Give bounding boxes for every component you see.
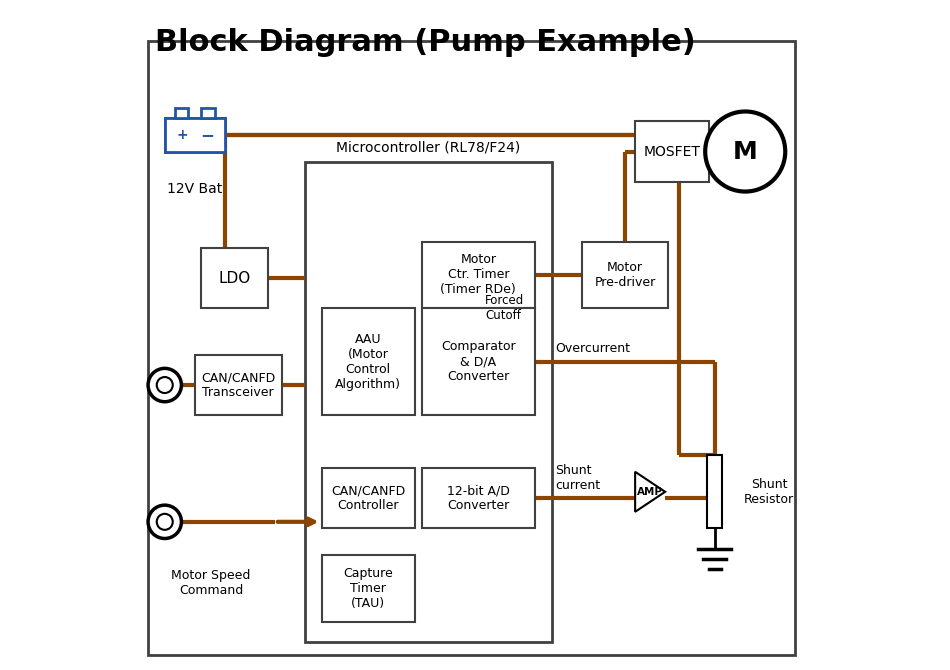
FancyBboxPatch shape [321,308,415,415]
FancyBboxPatch shape [164,118,225,151]
FancyBboxPatch shape [422,242,535,308]
FancyBboxPatch shape [201,108,215,118]
Text: AMP: AMP [636,487,663,496]
FancyBboxPatch shape [321,555,415,622]
Polygon shape [636,472,665,512]
Text: Shunt
current: Shunt current [555,464,600,492]
FancyBboxPatch shape [422,468,535,529]
FancyBboxPatch shape [321,468,415,529]
Text: Comparator
& D/A
Converter: Comparator & D/A Converter [441,340,516,383]
Text: 12-bit A/D
Converter: 12-bit A/D Converter [446,484,510,513]
FancyBboxPatch shape [195,355,281,415]
Text: 12V Bat: 12V Bat [167,182,222,196]
Text: CAN/CANFD
Transceiver: CAN/CANFD Transceiver [201,371,276,399]
FancyBboxPatch shape [422,308,535,415]
FancyBboxPatch shape [201,249,268,308]
FancyBboxPatch shape [164,118,225,151]
Circle shape [157,377,173,393]
FancyBboxPatch shape [175,108,188,118]
Text: Capture
Timer
(TAU): Capture Timer (TAU) [343,567,393,610]
Text: −: − [200,126,214,144]
FancyBboxPatch shape [581,242,669,308]
Circle shape [705,111,786,192]
Text: CAN/CANFD
Controller: CAN/CANFD Controller [332,484,406,513]
Text: Microcontroller (RL78/F24): Microcontroller (RL78/F24) [336,141,521,155]
Circle shape [157,514,173,530]
FancyBboxPatch shape [305,161,552,642]
FancyBboxPatch shape [707,455,722,529]
Text: Motor
Ctr. Timer
(Timer RDe): Motor Ctr. Timer (Timer RDe) [441,253,516,296]
Text: Shunt
Resistor: Shunt Resistor [744,478,794,506]
Text: MOSFET: MOSFET [643,145,700,159]
Circle shape [148,369,181,402]
Text: Motor
Pre-driver: Motor Pre-driver [595,261,656,289]
Text: AAU
(Motor
Control
Algorithm): AAU (Motor Control Algorithm) [335,333,401,391]
Text: Forced
Cutoff: Forced Cutoff [485,294,524,322]
Text: M: M [732,139,757,163]
Circle shape [148,505,181,539]
Text: Motor Speed
Command: Motor Speed Command [171,569,251,596]
Text: +: + [177,128,188,142]
Text: LDO: LDO [218,271,251,286]
Text: Overcurrent: Overcurrent [555,342,630,355]
Text: Block Diagram (Pump Example): Block Diagram (Pump Example) [155,28,695,57]
FancyBboxPatch shape [636,121,709,182]
